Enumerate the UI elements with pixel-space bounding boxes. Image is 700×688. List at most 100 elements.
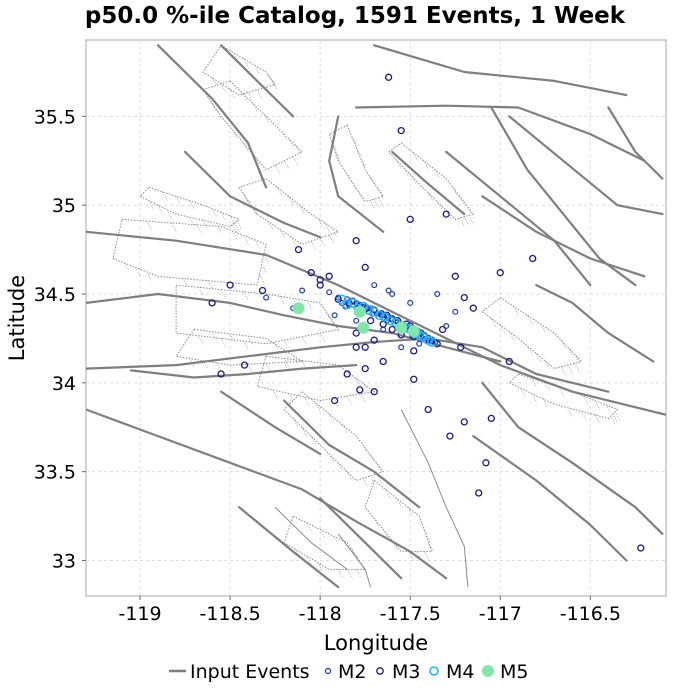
fault-zone-hatch (526, 345, 533, 356)
fault-zone-hatch (567, 364, 574, 375)
fault-zone-hatch (268, 74, 274, 85)
fault-zone-hatch (346, 569, 353, 579)
fault-trace (156, 44, 268, 189)
event-m3 (505, 357, 513, 366)
fault-zone-hatch (288, 196, 294, 206)
event-m2 (443, 323, 450, 330)
event-m4 (385, 315, 396, 326)
x-tick-label: -116.5 (560, 603, 621, 625)
fault-zone-hatch (594, 400, 601, 410)
event-markers (208, 73, 645, 552)
event-m3 (384, 73, 393, 81)
fault-zone-hatch (351, 549, 358, 559)
fault-zone-hatch (317, 562, 324, 572)
fault-zone-hatch (243, 58, 249, 68)
fault-zone-hatch (252, 102, 258, 113)
event-m3 (446, 432, 454, 440)
fault-zone-hatch (605, 404, 612, 415)
fault-zone-hatch (216, 362, 222, 373)
event-m3 (208, 299, 216, 307)
fault-zone-hatch (229, 215, 236, 226)
fault-trace (129, 364, 358, 379)
fault-zone-hatch (355, 569, 362, 579)
event-m2 (331, 312, 338, 319)
fault-zone-hatch (243, 291, 249, 301)
fault-zone-hatch (283, 362, 290, 372)
fault-zone-hatch (243, 235, 249, 245)
legend-marker-m4 (429, 666, 439, 676)
event-m3 (460, 418, 468, 426)
fault-zone-hatch (146, 271, 153, 282)
event-m2 (398, 344, 405, 351)
event-m3 (379, 357, 387, 366)
fault-zone-hatch (423, 551, 430, 561)
fault-zone-hatch (558, 387, 565, 397)
fault-zone-hatch (270, 77, 276, 88)
fault-zone-hatch (189, 200, 195, 210)
fault-zone-hatch (299, 205, 306, 215)
fault-zone-hatch (411, 175, 417, 186)
fault-zone (175, 328, 304, 366)
fault-zone (238, 178, 340, 245)
fault-zone-hatch (369, 453, 376, 464)
grid (86, 40, 666, 596)
fault-zone-hatch (319, 237, 326, 248)
fault-zone-hatch (378, 189, 385, 199)
event-m4 (347, 298, 358, 308)
fault-zone-hatch (232, 230, 238, 241)
fault-zone-hatch (295, 145, 301, 155)
fault-zone-hatch (220, 83, 227, 93)
event-m3 (294, 245, 303, 254)
fault-zone-hatch (241, 91, 247, 102)
fault-zone-hatch (319, 332, 326, 343)
fault-zone-hatch (610, 415, 616, 426)
fault-trace (391, 150, 466, 216)
event-m3 (316, 276, 324, 284)
fault-zone-hatch (331, 140, 337, 151)
event-m4 (427, 337, 437, 347)
fault-zone-hatch (436, 201, 443, 211)
event-m5 (395, 321, 408, 334)
fault-zone-hatch (232, 224, 238, 234)
fault-zone-hatch (254, 239, 261, 250)
fault-zone-hatch (355, 147, 362, 157)
fault-zone-hatch (408, 551, 415, 561)
fault-zone-hatch (254, 65, 261, 75)
fault-zone-hatch (216, 109, 222, 119)
fault-zone-hatch (376, 462, 382, 472)
fault-zone-hatch (324, 309, 331, 319)
y-tick-label: 34 (52, 373, 76, 395)
fault-zone-hatch (452, 187, 459, 197)
fault-zone-hatch (306, 300, 313, 310)
event-m3 (442, 210, 450, 218)
fault-zone-hatch (288, 138, 294, 148)
fault-zone-hatch (407, 506, 414, 517)
fault-zone-hatch (243, 340, 249, 351)
fault-zone-hatch (580, 411, 587, 421)
chart-title: p50.0 %-ile Catalog, 1591 Events, 1 Week (85, 3, 626, 29)
fault-zone-hatch (254, 156, 261, 166)
legend-marker-m3 (376, 667, 384, 675)
event-m3 (370, 336, 378, 344)
fault-zone-hatch (328, 413, 335, 424)
fault-zone-hatch (220, 212, 227, 222)
fault-zone-hatch (373, 198, 380, 209)
event-m3 (438, 325, 447, 334)
fault-zone-hatch (259, 274, 265, 285)
x-tick-label: -117.5 (380, 603, 441, 625)
legend-label-m4: M4 (446, 661, 474, 683)
fault-zone-hatch (135, 267, 141, 277)
fault-zone-hatch (560, 340, 567, 350)
fault-zone-hatch (428, 542, 435, 552)
legend-marker-m5 (482, 665, 494, 677)
fault-zone-hatch (281, 131, 288, 142)
fault-zone-hatch (362, 478, 369, 488)
fault-zone-hatch (123, 262, 130, 273)
event-m2 (299, 287, 306, 294)
fault-zone-hatch (425, 533, 431, 544)
fault-trace (86, 230, 666, 416)
legend-label-m3: M3 (392, 661, 420, 683)
fault-zone-hatch (463, 216, 470, 226)
fault-zone-hatch (182, 278, 189, 288)
fault-zone-hatch (272, 81, 279, 91)
